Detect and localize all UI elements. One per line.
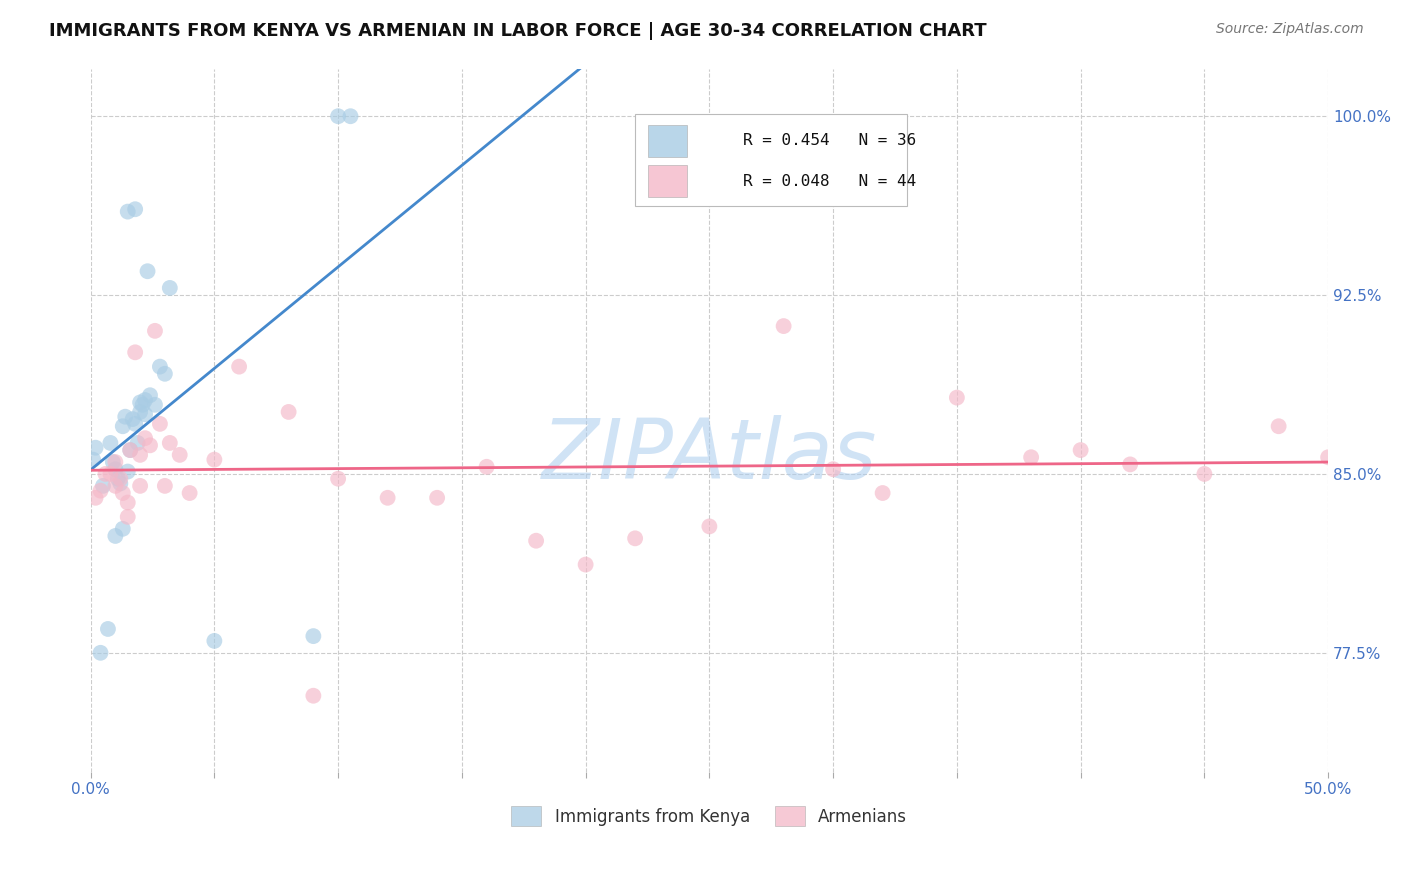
Point <box>129 479 152 493</box>
Point <box>84 441 107 455</box>
Point <box>1194 467 1216 481</box>
Point <box>143 324 166 338</box>
Point <box>872 486 894 500</box>
Point <box>89 646 111 660</box>
Text: Source: ZipAtlas.com: Source: ZipAtlas.com <box>1216 22 1364 37</box>
Point <box>124 345 146 359</box>
Point <box>143 398 166 412</box>
Point <box>326 472 349 486</box>
Point <box>139 388 162 402</box>
Point <box>134 431 156 445</box>
Point <box>134 392 156 407</box>
Point <box>202 452 225 467</box>
Point <box>110 476 132 491</box>
Point <box>302 689 325 703</box>
Point <box>129 395 152 409</box>
Point <box>475 459 498 474</box>
Point <box>946 391 969 405</box>
Point <box>82 452 104 467</box>
Point <box>104 479 127 493</box>
Point <box>153 367 176 381</box>
Point <box>153 479 176 493</box>
Point <box>339 109 361 123</box>
Point <box>104 529 127 543</box>
Point <box>179 486 201 500</box>
Point <box>111 486 134 500</box>
Point <box>149 417 172 431</box>
Point <box>228 359 250 374</box>
FancyBboxPatch shape <box>648 125 688 157</box>
Point <box>117 204 139 219</box>
FancyBboxPatch shape <box>636 114 907 206</box>
Point <box>575 558 598 572</box>
Point <box>136 264 159 278</box>
Point <box>699 519 721 533</box>
Point <box>1119 458 1142 472</box>
Point <box>111 522 134 536</box>
Point <box>104 462 127 476</box>
Point <box>302 629 325 643</box>
Text: R = 0.048   N = 44: R = 0.048 N = 44 <box>742 174 917 188</box>
Point <box>1019 450 1042 465</box>
Text: R = 0.454   N = 36: R = 0.454 N = 36 <box>742 134 917 148</box>
Point <box>100 467 122 481</box>
FancyBboxPatch shape <box>648 165 688 197</box>
Point <box>202 633 225 648</box>
Point <box>101 455 124 469</box>
Point <box>100 436 122 450</box>
Point <box>524 533 547 548</box>
Point <box>111 419 134 434</box>
Point <box>159 281 181 295</box>
Point <box>624 532 647 546</box>
Point <box>149 359 172 374</box>
Point <box>129 405 152 419</box>
Point <box>326 109 349 123</box>
Point <box>91 479 114 493</box>
Point <box>89 483 111 498</box>
Point <box>97 622 120 636</box>
Point <box>84 491 107 505</box>
Point <box>1070 443 1092 458</box>
Point <box>114 409 136 424</box>
Point <box>426 491 449 505</box>
Point <box>117 465 139 479</box>
Point <box>117 509 139 524</box>
Point <box>120 443 142 458</box>
Point <box>1317 450 1340 465</box>
Point <box>120 443 142 458</box>
Point <box>159 436 181 450</box>
Point <box>129 448 152 462</box>
Point <box>127 436 149 450</box>
Point <box>107 472 129 486</box>
Point <box>823 462 845 476</box>
Point <box>131 398 153 412</box>
Point <box>277 405 299 419</box>
Text: IMMIGRANTS FROM KENYA VS ARMENIAN IN LABOR FORCE | AGE 30-34 CORRELATION CHART: IMMIGRANTS FROM KENYA VS ARMENIAN IN LAB… <box>49 22 987 40</box>
Point <box>94 467 117 481</box>
Point <box>134 407 156 421</box>
Point <box>124 202 146 217</box>
Point <box>124 417 146 431</box>
Point <box>377 491 399 505</box>
Point <box>117 495 139 509</box>
Point <box>1267 419 1289 434</box>
Point <box>121 412 143 426</box>
Point <box>772 319 794 334</box>
Point <box>104 455 127 469</box>
Point <box>139 438 162 452</box>
Point <box>169 448 191 462</box>
Text: ZIPAtlas: ZIPAtlas <box>541 415 877 496</box>
Legend: Immigrants from Kenya, Armenians: Immigrants from Kenya, Armenians <box>503 798 915 834</box>
Point <box>110 472 132 486</box>
